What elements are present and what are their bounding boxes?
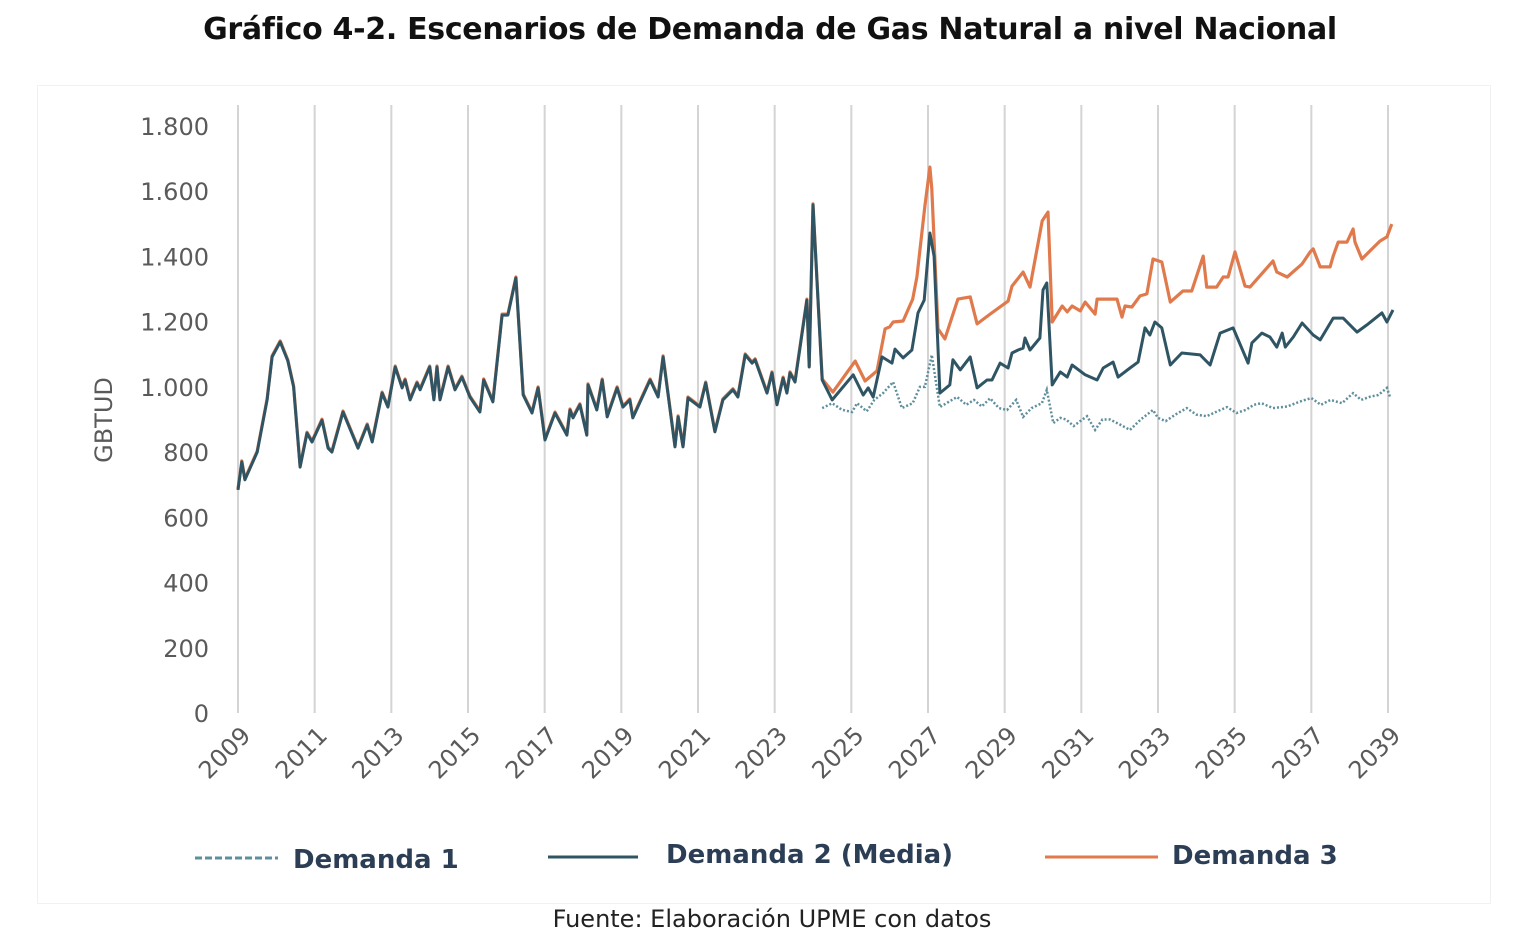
x-tick-label: 2015 (423, 721, 486, 784)
x-tick-label: 2021 (653, 721, 716, 784)
y-tick-label: 1.200 (140, 309, 209, 337)
y-tick-label: 600 (163, 504, 209, 532)
y-tick-label: 1.800 (140, 113, 209, 141)
y-tick-label: 400 (163, 570, 209, 598)
x-tick-label: 2037 (1267, 721, 1330, 784)
y-axis-ticks: 0 200 400 600 800 1.000 1.200 1.400 1.600 1.800 (140, 113, 209, 728)
y-tick-label: 800 (163, 439, 209, 467)
legend: Demanda 1 Demanda 2 (Media) Demanda 3 (195, 840, 1338, 875)
legend-label-demanda3: Demanda 3 (1172, 841, 1338, 871)
source-note: Fuente: Elaboración UPME con datos (552, 905, 992, 933)
chart-frame (37, 85, 1491, 904)
x-tick-label: 2027 (883, 721, 946, 784)
y-tick-label: 200 (163, 635, 209, 663)
x-tick-label: 2019 (577, 721, 640, 784)
legend-label-demanda2: Demanda 2 (Media) (666, 840, 953, 870)
legend-label-demanda1: Demanda 1 (293, 845, 459, 875)
y-tick-label: 1.000 (140, 374, 209, 402)
x-tick-label: 2017 (500, 721, 563, 784)
series-line-demanda2 (236, 203, 1395, 491)
x-tick-label: 2031 (1037, 721, 1100, 784)
x-tick-label: 2011 (270, 721, 333, 784)
x-tick-label: 2039 (1343, 721, 1406, 784)
legend-item-demanda2: Demanda 2 (Media) (548, 840, 953, 870)
y-axis-label: GBTUD (90, 377, 118, 463)
chart-title: Gráfico 4-2. Escenarios de Demanda de Ga… (203, 12, 1337, 47)
y-tick-label: 1.600 (140, 178, 209, 206)
x-tick-label: 2009 (193, 721, 256, 784)
x-tick-label: 2033 (1113, 721, 1176, 784)
series-line-demanda1 (821, 354, 1392, 433)
legend-item-demanda3: Demanda 3 (1045, 841, 1338, 871)
legend-item-demanda1: Demanda 1 (195, 845, 459, 875)
series-lines (236, 165, 1395, 491)
x-tick-label: 2023 (730, 721, 793, 784)
x-axis-ticks: 2009 2011 2013 2015 2017 2019 2021 2023 2025 2027… (193, 721, 1406, 784)
y-tick-label: 1.400 (140, 243, 209, 271)
x-tick-label: 2013 (347, 721, 410, 784)
x-tick-label: 2029 (960, 721, 1023, 784)
gridlines (237, 105, 1389, 713)
x-tick-label: 2035 (1190, 721, 1253, 784)
x-tick-label: 2025 (807, 721, 870, 784)
y-tick-label: 0 (194, 700, 209, 728)
